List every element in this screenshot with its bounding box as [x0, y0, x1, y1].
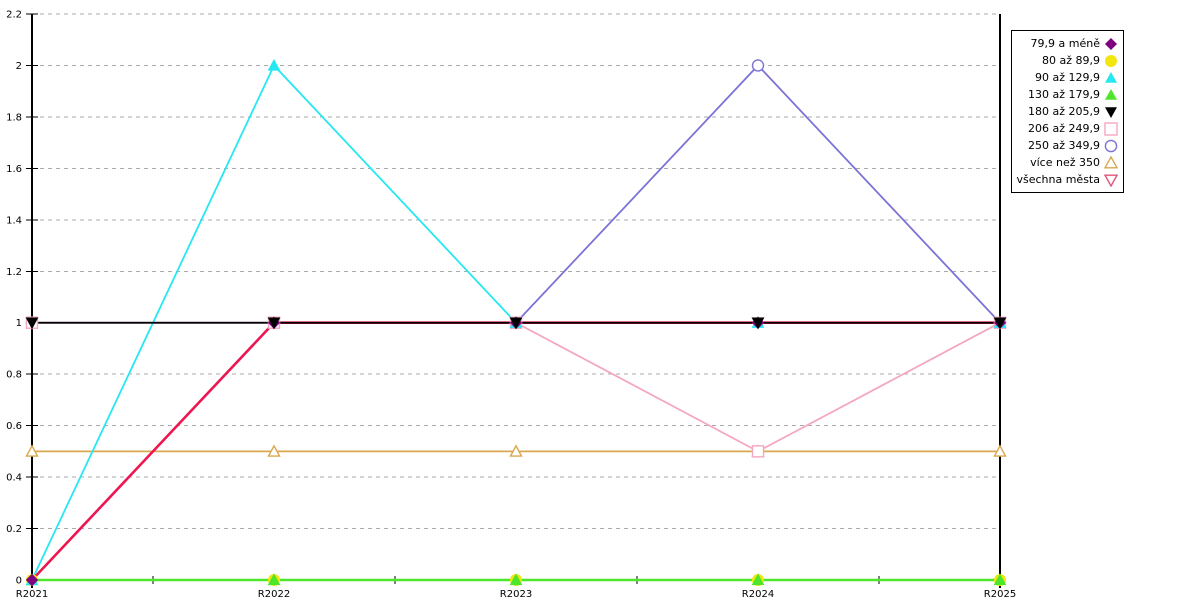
legend-marker-icon [1104, 174, 1118, 187]
x-axis-tick-label: R2022 [258, 589, 290, 600]
data-point-marker [751, 445, 765, 458]
x-axis-tick-label: R2021 [16, 589, 48, 600]
data-point-marker [267, 444, 281, 457]
y-axis-tick-label: 0.6 [6, 421, 22, 432]
legend-marker-icon [1105, 106, 1117, 118]
data-point-marker [751, 317, 765, 330]
legend-item[interactable]: více než 350 [1014, 154, 1121, 171]
y-axis-tick-label: 0.2 [6, 524, 22, 535]
legend-item-label: 90 až 129,9 [1035, 71, 1100, 84]
legend-marker-icon [1104, 121, 1118, 136]
legend-marker-icon [1104, 139, 1118, 152]
y-axis-tick-label: 1.4 [6, 215, 22, 226]
data-point-marker [993, 444, 1007, 457]
data-point-marker [509, 444, 523, 457]
legend-item-label: 180 až 205,9 [1028, 105, 1100, 118]
data-point-marker [25, 317, 39, 330]
legend-marker-icon [1104, 155, 1118, 169]
y-axis-tick-label: 0 [16, 576, 22, 587]
legend-item[interactable]: 130 až 179,9 [1014, 86, 1121, 103]
axis-lines-group [31, 14, 1001, 588]
legend-item[interactable]: 90 až 129,9 [1014, 69, 1121, 86]
series-line [32, 64, 1001, 324]
y-axis-tick-label: 1.6 [6, 164, 22, 175]
y-axis-labels-group: 0 0.2 0.4 0.6 0.8 1 1.2 1.4 1.6 1.8 2 2.2 [6, 10, 22, 587]
legend-item-label: 79,9 a méně [1030, 37, 1100, 50]
legend-marker-icon [1105, 88, 1117, 100]
x-axis-tick-label: R2024 [742, 589, 774, 600]
y-axis-tick-label: 1 [16, 318, 22, 329]
legend-item-label: 206 až 249,9 [1028, 122, 1100, 135]
legend-item[interactable]: 79,9 a méně [1014, 35, 1121, 52]
data-point-marker [267, 58, 281, 71]
data-point-marker [509, 573, 523, 586]
y-axis-tick-label: 0.8 [6, 370, 22, 381]
data-point-marker [267, 317, 281, 330]
series-line [32, 321, 1001, 453]
legend-item[interactable]: všechna města [1014, 171, 1121, 188]
data-point-marker [25, 444, 39, 457]
legend-item-label: 130 až 179,9 [1028, 88, 1100, 101]
legend-item-label: 250 až 349,9 [1028, 139, 1100, 152]
y-axis-tick-label: 1.2 [6, 267, 22, 278]
y-axis-tick-label: 0.4 [6, 473, 22, 484]
legend-item[interactable]: 206 až 249,9 [1014, 120, 1121, 137]
data-point-marker [993, 317, 1007, 330]
data-point-marker [267, 573, 281, 586]
legend-marker-icon [1105, 54, 1117, 67]
legend-item-label: všechna města [1016, 173, 1100, 186]
data-point-marker [993, 573, 1007, 586]
x-axis-tick-label: R2025 [984, 589, 1016, 600]
legend-marker-icon [1105, 37, 1117, 50]
y-axis-tick-label: 2.2 [6, 10, 22, 21]
data-point-marker [509, 317, 523, 330]
legend-item[interactable]: 250 až 349,9 [1014, 137, 1121, 154]
legend-item[interactable]: 80 až 89,9 [1014, 52, 1121, 69]
legend-item[interactable]: 180 až 205,9 [1014, 103, 1121, 120]
data-point-marker [751, 573, 765, 586]
data-point-marker [751, 59, 765, 72]
y-axis-tick-label: 2 [16, 61, 22, 72]
x-axis-labels-group: R2021 R2022 R2023 R2024 R2025 [16, 589, 1016, 600]
legend-item-label: více než 350 [1030, 156, 1100, 169]
x-axis-tick-label: R2023 [500, 589, 532, 600]
y-axis-tick-label: 1.8 [6, 112, 22, 123]
data-point-marker [25, 573, 39, 587]
series-markers-group [25, 58, 1007, 587]
legend-item-label: 80 až 89,9 [1042, 54, 1100, 67]
chart-legend: 79,9 a méně 80 až 89,9 90 až 129,9 130 až 1… [1011, 30, 1124, 193]
legend-marker-icon [1105, 71, 1117, 83]
